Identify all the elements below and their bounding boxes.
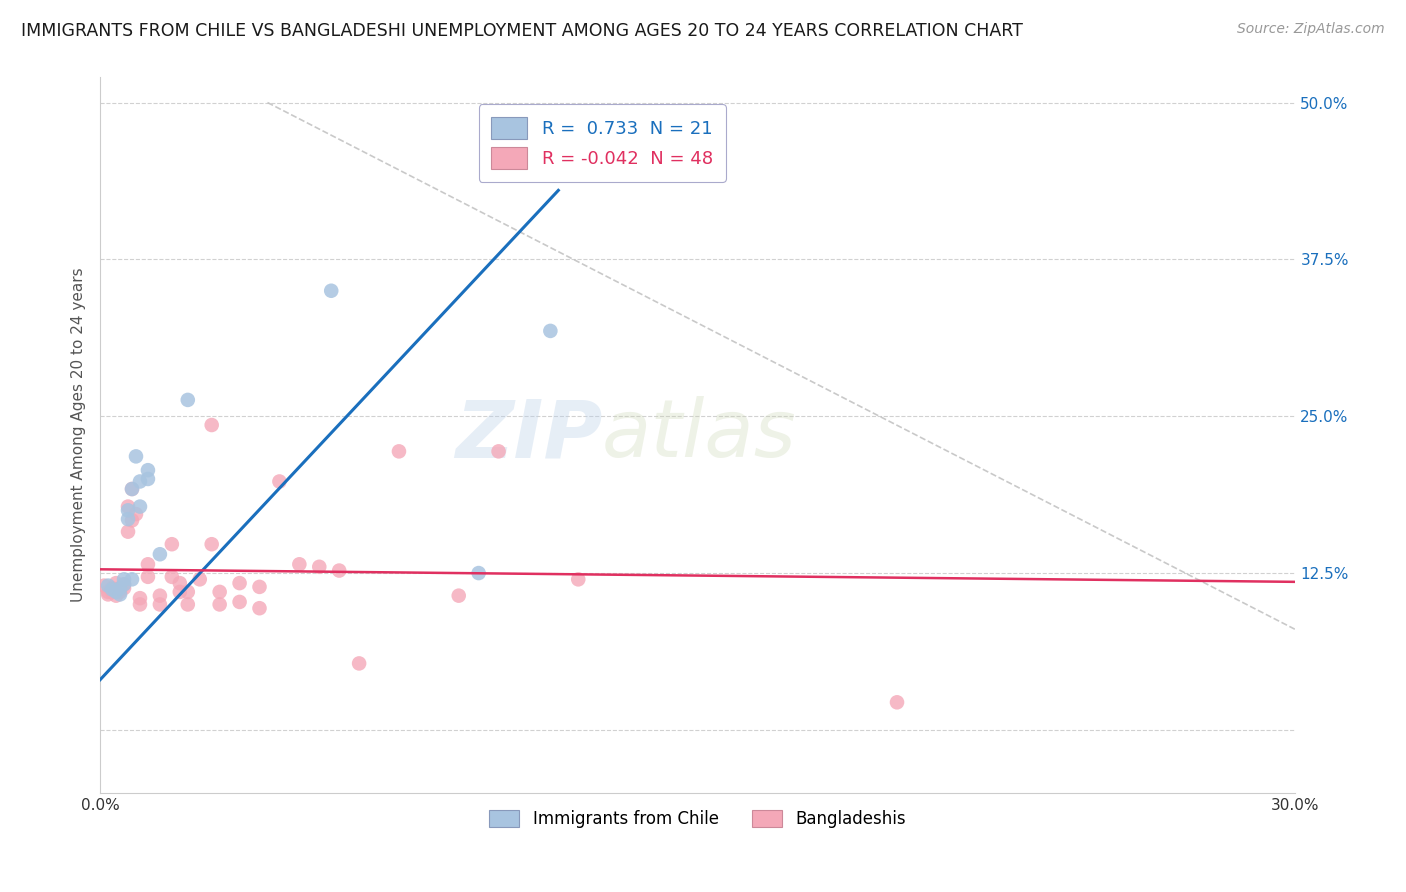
Point: [117, 524, 139, 539]
Point: [136, 463, 159, 477]
Point: [101, 585, 124, 599]
Y-axis label: Unemployment Among Ages 20 to 24 years: Unemployment Among Ages 20 to 24 years: [72, 268, 86, 602]
Point: [129, 500, 152, 514]
Point: [129, 475, 152, 489]
Point: [136, 558, 159, 572]
Point: [117, 503, 139, 517]
Point: [177, 598, 200, 612]
Point: [208, 598, 231, 612]
Point: [347, 657, 370, 671]
Point: [129, 591, 152, 606]
Point: [249, 601, 271, 615]
Point: [97, 585, 120, 599]
Point: [105, 576, 128, 591]
Point: [112, 572, 135, 586]
Point: [121, 513, 143, 527]
Point: [108, 585, 131, 599]
Point: [105, 589, 128, 603]
Point: [125, 507, 148, 521]
Point: [249, 580, 271, 594]
Point: [108, 587, 131, 601]
Point: [201, 417, 224, 432]
Point: [108, 581, 131, 595]
Point: [112, 577, 135, 591]
Point: [177, 585, 200, 599]
Point: [488, 444, 510, 458]
Point: [149, 547, 172, 561]
Point: [328, 564, 350, 578]
Point: [467, 566, 489, 580]
Point: [121, 572, 143, 586]
Point: [125, 450, 148, 464]
Point: [177, 392, 200, 407]
Point: [136, 472, 159, 486]
Text: atlas: atlas: [602, 396, 797, 474]
Point: [169, 585, 191, 599]
Point: [97, 579, 120, 593]
Point: [101, 581, 124, 595]
Point: [101, 582, 124, 597]
Point: [97, 587, 120, 601]
Point: [136, 570, 159, 584]
Point: [160, 570, 183, 584]
Point: [129, 598, 152, 612]
Text: IMMIGRANTS FROM CHILE VS BANGLADESHI UNEMPLOYMENT AMONG AGES 20 TO 24 YEARS CORR: IMMIGRANTS FROM CHILE VS BANGLADESHI UNE…: [21, 22, 1024, 40]
Point: [388, 444, 411, 458]
Point: [188, 572, 211, 586]
Point: [149, 598, 172, 612]
Point: [117, 512, 139, 526]
Point: [567, 572, 589, 586]
Text: ZIP: ZIP: [454, 396, 602, 474]
Point: [117, 500, 139, 514]
Point: [886, 695, 908, 709]
Point: [105, 585, 128, 599]
Point: [108, 581, 131, 595]
Point: [538, 324, 561, 338]
Point: [228, 576, 250, 591]
Point: [149, 589, 172, 603]
Point: [105, 585, 128, 599]
Point: [169, 576, 191, 591]
Point: [228, 595, 250, 609]
Point: [201, 537, 224, 551]
Point: [208, 585, 231, 599]
Point: [321, 284, 343, 298]
Point: [112, 577, 135, 591]
Point: [160, 537, 183, 551]
Point: [447, 589, 470, 603]
Point: [308, 559, 330, 574]
Point: [93, 579, 115, 593]
Point: [121, 482, 143, 496]
Point: [121, 482, 143, 496]
Text: Source: ZipAtlas.com: Source: ZipAtlas.com: [1237, 22, 1385, 37]
Point: [112, 581, 135, 595]
Point: [269, 475, 291, 489]
Point: [288, 558, 311, 572]
Legend: Immigrants from Chile, Bangladeshis: Immigrants from Chile, Bangladeshis: [482, 803, 912, 834]
